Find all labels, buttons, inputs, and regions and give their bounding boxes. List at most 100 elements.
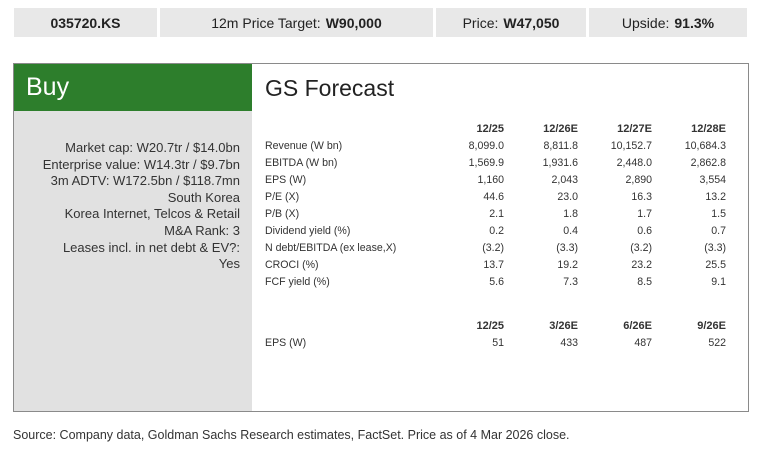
cell: 0.7: [711, 224, 726, 237]
cell: 2,862.8: [690, 156, 726, 169]
cell: 8.5: [637, 275, 652, 288]
row-label: FCF yield (%): [265, 275, 330, 288]
ticker-cell: 035720.KS: [14, 8, 157, 37]
table-row: CROCI (%) 13.7 19.2 23.2 25.5: [265, 256, 726, 273]
cell: 1.8: [563, 207, 578, 220]
forecast-panel: GS Forecast 12/25 12/26E 12/27E 12/28E R…: [252, 64, 748, 411]
price-target-value: W90,000: [325, 14, 382, 31]
cell: 1,160: [477, 173, 504, 186]
cell: 0.2: [489, 224, 504, 237]
cell: 2.1: [489, 207, 504, 220]
cell: 522: [708, 336, 726, 349]
cell: (3.2): [482, 241, 504, 254]
header-blank: [265, 120, 430, 137]
price-target-label: 12m Price Target:: [211, 14, 321, 31]
row-label: Revenue (W bn): [265, 139, 343, 152]
fact-coverage: Korea Internet, Telcos & Retail: [64, 206, 240, 222]
cell: 2,448.0: [616, 156, 652, 169]
company-panel: Buy Market cap: W20.7tr / $14.0bn Enterp…: [14, 64, 252, 411]
row-label: Dividend yield (%): [265, 224, 351, 237]
column-header: 12/28E: [691, 122, 726, 135]
cell: 433: [560, 336, 578, 349]
row-label: EBITDA (W bn): [265, 156, 338, 169]
upside-label: Upside:: [621, 14, 670, 31]
cell: 13.2: [705, 190, 726, 203]
column-header: 12/25: [476, 122, 504, 135]
forecast-card: Buy Market cap: W20.7tr / $14.0bn Enterp…: [13, 63, 749, 412]
cell: 16.3: [631, 190, 652, 203]
header-blank: [265, 317, 430, 334]
table-row: EPS (W) 1,160 2,043 2,890 3,554: [265, 171, 726, 188]
cell: 1,569.9: [468, 156, 504, 169]
table-header-row: 12/25 12/26E 12/27E 12/28E: [265, 120, 726, 137]
table-row: EPS (W) 51 433 487 522: [265, 334, 726, 351]
cell: (3.3): [556, 241, 578, 254]
cell: 487: [634, 336, 652, 349]
table-row: P/B (X) 2.1 1.8 1.7 1.5: [265, 205, 726, 222]
fact-ma-rank: M&A Rank: 3: [164, 222, 240, 238]
cell: 44.6: [483, 190, 504, 203]
source-note: Source: Company data, Goldman Sachs Rese…: [13, 428, 570, 442]
cell: 25.5: [705, 258, 726, 271]
cell: 2,043: [551, 173, 578, 186]
cell: 0.6: [637, 224, 652, 237]
table-row: Revenue (W bn) 8,099.0 8,811.8 10,152.7 10,6…: [265, 137, 726, 154]
cell: 3,554: [699, 173, 726, 186]
column-header: 3/26E: [549, 319, 578, 332]
fact-leases-answer: Yes: [218, 256, 240, 272]
column-header: 12/25: [476, 319, 504, 332]
cell: 1.5: [711, 207, 726, 220]
row-label: EPS (W): [265, 336, 307, 349]
column-header: 12/27E: [617, 122, 652, 135]
table-row: FCF yield (%) 5.6 7.3 8.5 9.1: [265, 273, 726, 290]
table-row: N debt/EBITDA (ex lease,X) (3.2) (3.3) (3.2…: [265, 239, 726, 256]
company-facts: Market cap: W20.7tr / $14.0bn Enterprise…: [10, 140, 240, 273]
row-label: P/B (X): [265, 207, 300, 220]
row-label: P/E (X): [265, 190, 300, 203]
cell: 1,931.6: [542, 156, 578, 169]
fact-leases-question: Leases incl. in net debt & EV?:: [62, 239, 240, 255]
cell: (3.2): [630, 241, 652, 254]
upside-value: 91.3%: [674, 14, 715, 31]
fact-market-cap: Market cap: W20.7tr / $14.0bn: [65, 140, 240, 155]
cell: 13.7: [483, 258, 504, 271]
price-cell: Price: W47,050: [436, 8, 586, 37]
cell: 1.7: [637, 207, 652, 220]
cell: 23.2: [631, 258, 652, 271]
cell: 8,811.8: [543, 139, 578, 152]
row-label: EPS (W): [265, 173, 307, 186]
cell: 8,099.0: [468, 139, 504, 152]
table-row: P/E (X) 44.6 23.0 16.3 13.2: [265, 188, 726, 205]
cell: 23.0: [557, 190, 578, 203]
cell: 51: [492, 336, 504, 349]
fact-adtv: 3m ADTV: W172.5bn / $118.7mn: [50, 173, 240, 189]
column-header: 6/26E: [623, 319, 652, 332]
price-value: W47,050: [503, 14, 560, 31]
fact-country: South Korea: [167, 189, 240, 205]
summary-bar: 035720.KS 12m Price Target: W90,000 Price…: [14, 8, 750, 37]
cell: 0.4: [563, 224, 578, 237]
cell: 19.2: [557, 258, 578, 271]
table-header-row: 12/25 3/26E 6/26E 9/26E: [265, 317, 726, 334]
price-label: Price:: [462, 14, 499, 31]
cell: 2,890: [625, 173, 652, 186]
cell: 10,684.3: [684, 139, 726, 152]
forecast-title: GS Forecast: [265, 75, 395, 101]
cell: 5.6: [489, 275, 504, 288]
cell: (3.3): [704, 241, 726, 254]
price-target-cell: 12m Price Target: W90,000: [160, 8, 433, 37]
fact-enterprise-value: Enterprise value: W14.3tr / $9.7bn: [42, 156, 240, 172]
annual-forecast-table: 12/25 12/26E 12/27E 12/28E Revenue (W bn…: [265, 120, 726, 290]
column-header: 12/26E: [543, 122, 578, 135]
ticker: 035720.KS: [50, 14, 121, 31]
quarterly-eps-table: 12/25 3/26E 6/26E 9/26E EPS (W) 51 433 487 5…: [265, 317, 726, 351]
upside-cell: Upside: 91.3%: [589, 8, 747, 37]
row-label: CROCI (%): [265, 258, 319, 271]
cell: 7.3: [563, 275, 578, 288]
table-row: EBITDA (W bn) 1,569.9 1,931.6 2,448.0 2,862.…: [265, 154, 726, 171]
row-label: N debt/EBITDA (ex lease,X): [265, 241, 397, 254]
column-header: 9/26E: [697, 319, 726, 332]
cell: 10,152.7: [610, 139, 652, 152]
table-row: Dividend yield (%) 0.2 0.4 0.6 0.7: [265, 222, 726, 239]
rating-badge: Buy: [14, 64, 252, 111]
